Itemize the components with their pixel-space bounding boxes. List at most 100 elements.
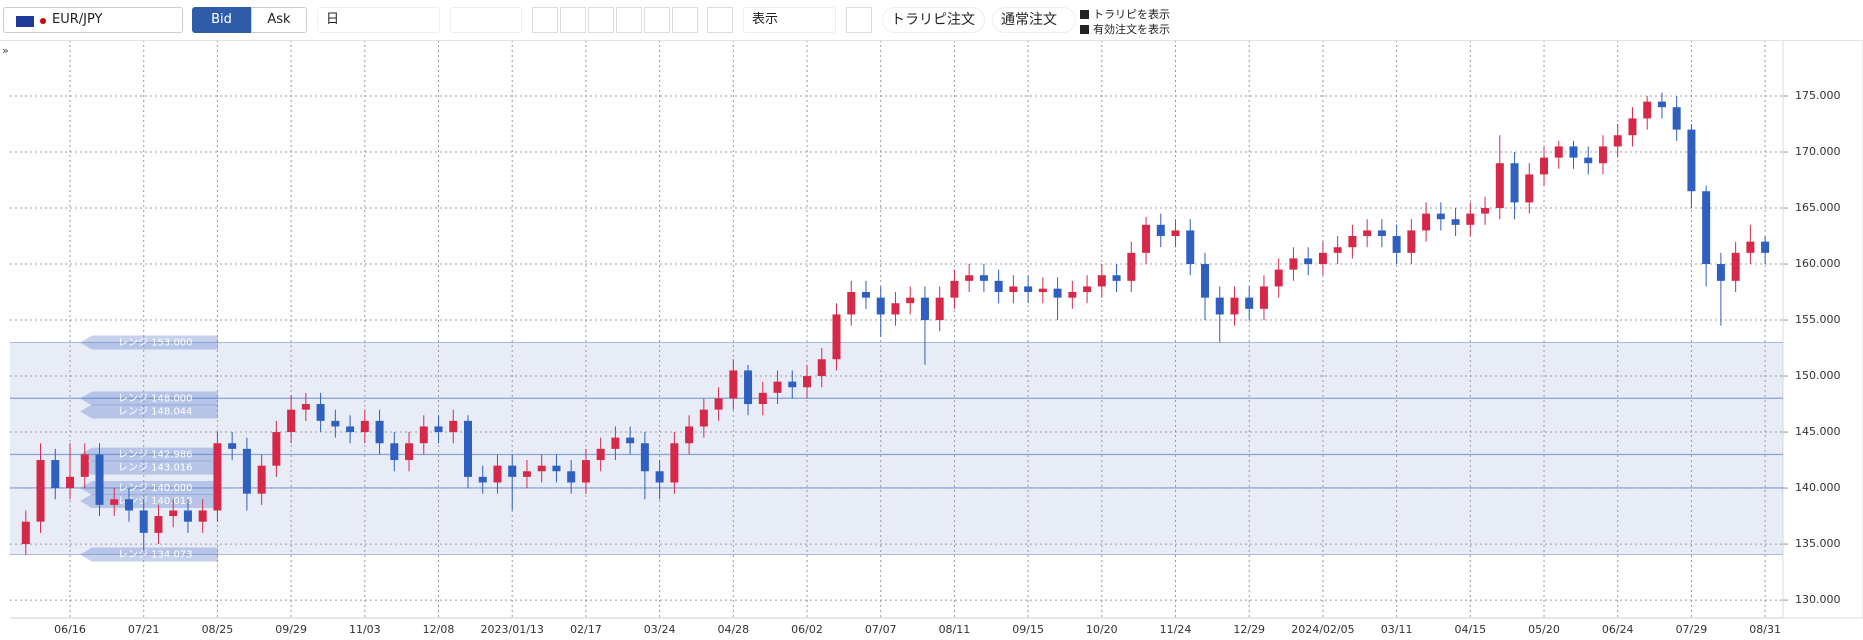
- candle-body: [242, 448, 251, 494]
- candle-body: [1142, 224, 1151, 253]
- range-tag: [80, 404, 218, 419]
- y-tick-label: 140.000: [1795, 481, 1841, 494]
- candle-body: [493, 465, 502, 483]
- candle-body: [405, 443, 414, 461]
- candle-body: [979, 275, 988, 281]
- period-select[interactable]: 日: [317, 7, 440, 33]
- symbol-select[interactable]: EUR/JPY: [3, 7, 183, 33]
- y-tick-label: 175.000: [1795, 89, 1841, 102]
- y-tick-label: 150.000: [1795, 369, 1841, 382]
- candle-body: [124, 499, 133, 511]
- candle-body: [198, 510, 207, 522]
- candle-body: [1363, 230, 1372, 237]
- range-label: レンジ 148.044: [118, 406, 193, 417]
- candle-body: [1495, 163, 1504, 209]
- range-label: レンジ 143.016: [118, 463, 193, 474]
- candle-body: [817, 359, 826, 377]
- normal-order-button[interactable]: 通常注文: [992, 7, 1076, 33]
- candle-body: [537, 465, 546, 472]
- candle-body: [1333, 247, 1342, 253]
- x-tick-label: 06/16: [54, 623, 86, 636]
- chart-type-select[interactable]: [450, 7, 522, 33]
- candle-body: [1215, 297, 1224, 315]
- candle-body: [552, 465, 561, 472]
- candle-body: [1466, 213, 1475, 225]
- y-tick-label: 155.000: [1795, 313, 1841, 326]
- candle-body: [1068, 292, 1077, 298]
- candle-body: [1009, 286, 1018, 293]
- x-tick-label: 02/17: [570, 623, 602, 636]
- candle-body: [1554, 146, 1563, 158]
- x-tick-label: 12/29: [1233, 623, 1265, 636]
- candle-body: [655, 471, 664, 483]
- candle-body: [1584, 157, 1593, 164]
- y-tick-label: 160.000: [1795, 257, 1841, 270]
- candle-body: [1083, 286, 1092, 293]
- x-tick-label: 06/24: [1602, 623, 1634, 636]
- show-trap-checkbox[interactable]: トラリピを表示: [1080, 6, 1170, 22]
- candle-body: [994, 280, 1003, 293]
- candle-body: [1053, 288, 1062, 298]
- candle-body: [434, 426, 443, 433]
- x-tick-label: 07/29: [1676, 623, 1708, 636]
- x-tick-label: 09/15: [1012, 623, 1044, 636]
- x-tick-label: 07/07: [865, 623, 897, 636]
- jump-end[interactable]: [644, 7, 670, 33]
- range-label: レンジ 140.018: [118, 496, 193, 507]
- range-tag: [80, 460, 218, 475]
- checkbox-label: 有効注文を表示: [1093, 23, 1170, 36]
- candle-body: [1746, 241, 1755, 253]
- indicator[interactable]: [707, 7, 733, 33]
- candle-body: [803, 376, 812, 388]
- candle-body: [847, 292, 856, 315]
- range-label: レンジ 148.000: [118, 393, 193, 404]
- candle-body: [1451, 219, 1460, 225]
- report[interactable]: [672, 7, 698, 33]
- candle-body: [154, 516, 163, 533]
- show-orders-checkbox[interactable]: 有効注文を表示: [1080, 21, 1170, 37]
- candle-body: [670, 443, 679, 483]
- candle-body: [419, 426, 428, 444]
- candle-body: [744, 370, 753, 405]
- candle-body: [1112, 275, 1121, 281]
- candle-body: [1628, 118, 1637, 136]
- x-tick-label: 04/15: [1454, 623, 1486, 636]
- trap-order-button[interactable]: トラリピ注文: [882, 7, 985, 33]
- range-label: レンジ 153.000: [118, 337, 193, 348]
- candle-body: [699, 409, 708, 427]
- view-select[interactable]: 表示: [743, 7, 836, 33]
- x-tick-label: 07/21: [128, 623, 160, 636]
- candle-body: [581, 460, 590, 483]
- candle-body: [390, 443, 399, 461]
- candle-body: [685, 426, 694, 444]
- zoom-out[interactable]: [560, 7, 586, 33]
- candle-body: [906, 297, 915, 304]
- zoom-in[interactable]: [532, 7, 558, 33]
- candle-body: [1672, 107, 1681, 130]
- candle-body: [1259, 286, 1268, 309]
- candle-body: [1716, 264, 1725, 281]
- range-label: レンジ 142.986: [118, 450, 193, 461]
- candle-body: [272, 432, 281, 466]
- candle-body: [1540, 157, 1549, 175]
- candle-body: [346, 426, 355, 433]
- candle-body: [1481, 208, 1490, 214]
- candle-body: [1436, 213, 1445, 220]
- candle-body: [950, 280, 959, 298]
- candle-body: [331, 420, 340, 427]
- candle-body: [80, 454, 89, 477]
- expand-panel[interactable]: »: [2, 44, 9, 57]
- lock[interactable]: [616, 7, 642, 33]
- fit[interactable]: [588, 7, 614, 33]
- ask-button[interactable]: Ask: [251, 7, 307, 33]
- candle-body: [1731, 252, 1740, 281]
- candle-body: [611, 437, 620, 449]
- candle-body: [1687, 129, 1696, 192]
- range-tag: [80, 547, 218, 562]
- fullscreen[interactable]: [846, 7, 872, 33]
- candle-body: [316, 404, 325, 421]
- bid-button[interactable]: Bid: [192, 7, 251, 33]
- candle-body: [478, 476, 487, 483]
- candle-body: [1097, 275, 1106, 287]
- candle-body: [1392, 236, 1401, 253]
